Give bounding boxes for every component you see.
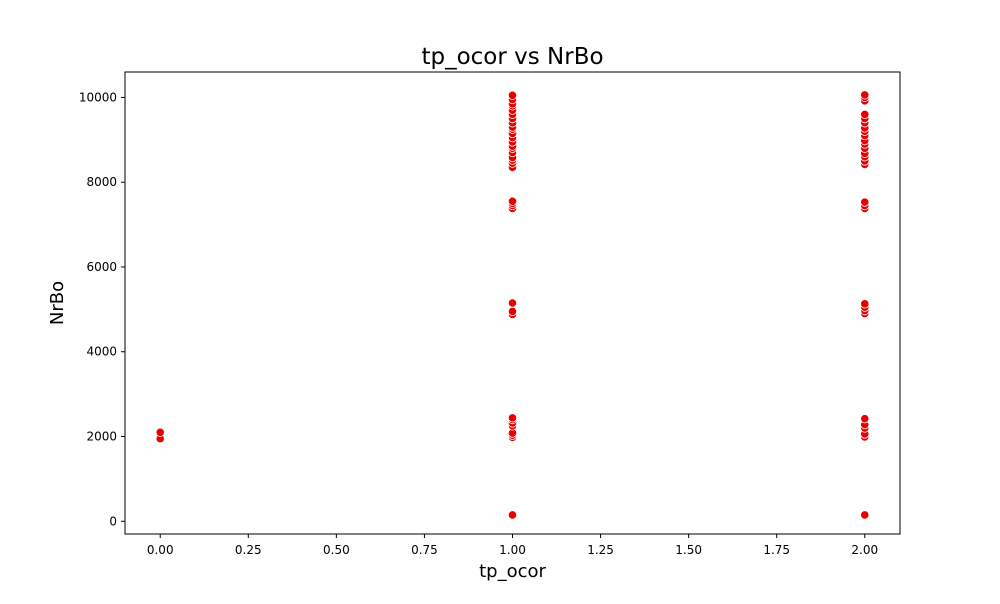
scatter-point [507, 510, 518, 520]
x-tick-label: 0.00 [147, 543, 174, 557]
x-tick-label: 2.00 [851, 543, 878, 557]
scatter-point [507, 306, 518, 317]
scatter-point [860, 414, 870, 424]
y-tick-label: 8000 [86, 175, 117, 189]
x-tick-label: 1.75 [763, 543, 790, 557]
scatter-point [507, 90, 518, 100]
scatter-point [860, 299, 870, 309]
x-tick-label: 1.25 [587, 543, 614, 557]
scatter-point [860, 510, 870, 520]
plot-frame [124, 71, 901, 535]
x-tick-label: 1.50 [675, 543, 702, 557]
scatter-point [860, 197, 870, 207]
y-axis-ticks: 0 2000 4000 6000 8000 10000 [79, 90, 125, 528]
x-tick-label: 0.50 [323, 543, 350, 557]
scatter-point [860, 109, 870, 119]
y-tick-label: 2000 [86, 430, 117, 444]
scatter-point [155, 427, 165, 437]
y-tick-label: 0 [109, 514, 117, 528]
y-tick-label: 6000 [86, 260, 117, 274]
x-axis-ticks: 0.00 0.25 0.50 0.75 1.00 1.25 1.50 1.75 2.00 [147, 534, 878, 557]
scatter-point [507, 298, 518, 308]
x-tick-label: 1.00 [499, 543, 526, 557]
x-tick-label: 0.25 [235, 543, 262, 557]
y-tick-label: 10000 [79, 90, 117, 104]
data-points-layer [155, 90, 870, 520]
x-tick-label: 0.75 [411, 543, 438, 557]
scatter-point [507, 196, 518, 206]
x-axis-label: tp_ocor [479, 561, 546, 582]
y-tick-label: 4000 [86, 345, 117, 359]
y-axis-label: NrBo [47, 281, 68, 325]
scatter-point [860, 90, 870, 100]
chart-title: tp_ocor vs NrBo [421, 44, 603, 70]
scatter-point [507, 413, 518, 423]
